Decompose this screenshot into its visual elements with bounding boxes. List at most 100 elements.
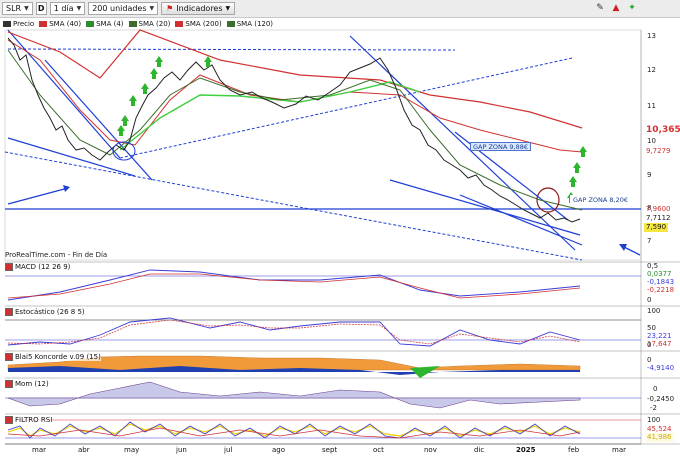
arrow-head-icon: [63, 185, 70, 192]
month-label: feb: [568, 446, 580, 454]
chart-toolbar: SLR ▼ D 1 día ▼ 200 unidades ▼ ⚑ Indicad…: [0, 0, 680, 18]
price-tick: 8: [647, 204, 652, 212]
legend-item[interactable]: SMA (20): [128, 20, 170, 28]
chevron-down-icon: ▼: [149, 5, 155, 12]
interval-selector[interactable]: 1 día ▼: [49, 2, 86, 15]
chart-type-text: D: [37, 4, 45, 13]
mom-tick: -2: [650, 404, 657, 412]
macd-tag: -0,2218: [647, 286, 675, 294]
month-label: ago: [272, 446, 286, 454]
price-tick: 9: [647, 171, 652, 179]
macd-line: [7, 269, 581, 301]
units-selector[interactable]: 200 unidades ▼: [88, 2, 159, 15]
month-label: sept: [322, 446, 338, 454]
month-label: 2025: [516, 446, 536, 454]
rsi-tick: 100: [647, 416, 661, 424]
month-label: dic: [474, 446, 485, 454]
legend-item[interactable]: SMA (120): [226, 20, 273, 28]
price-tick: 13: [647, 32, 656, 40]
stoch-tick: 100: [647, 307, 661, 315]
legend-swatch: [128, 20, 137, 27]
koncorde-area: [7, 355, 581, 371]
legend-swatch: [86, 20, 95, 27]
drawing-tool-icon[interactable]: ✎: [596, 3, 604, 13]
panel-color-swatch: [5, 308, 13, 316]
month-label: jul: [224, 446, 233, 454]
stoch-tag: 17,647: [647, 340, 672, 348]
month-label: abr: [78, 446, 90, 454]
legend-swatch: [175, 20, 184, 27]
stoch-k-line: [7, 317, 581, 347]
indicator-legend: Precio SMA (40) SMA (4) SMA (20) SMA (20…: [3, 18, 273, 29]
pointer-arrow: [7, 187, 69, 205]
trendline[interactable]: [389, 179, 581, 236]
arrow-up-icon: [121, 115, 129, 126]
legend-item[interactable]: Precio: [3, 20, 34, 28]
symbol-text: SLR: [6, 4, 22, 13]
panel-color-swatch: [5, 353, 13, 361]
arrow-up-icon: [573, 162, 581, 173]
sma-40-line: [7, 39, 583, 153]
trendline[interactable]: [7, 137, 136, 177]
price-tag-sma20: 7,9600: [646, 205, 671, 213]
macd-tick: 0: [647, 296, 652, 304]
rsi-blue-line: [7, 421, 581, 439]
macd-tick: 0,5: [647, 262, 659, 270]
legend-item[interactable]: SMA (40): [39, 20, 81, 28]
resistance-line[interactable]: [7, 48, 456, 51]
legend-swatch: [226, 20, 235, 27]
blai5-panel-label[interactable]: Blai5 Koncorde v.09 (15): [5, 353, 101, 361]
chevron-down-icon: ▼: [76, 5, 82, 12]
macd-signal-line: [7, 273, 581, 299]
price-tag-sma4: 7,7112: [646, 214, 671, 222]
sma-120-line: [119, 81, 421, 151]
units-text: 200 unidades: [92, 4, 147, 13]
gap-zone-label[interactable]: GAP ZONA 8,20€: [570, 195, 632, 204]
macd-panel-label[interactable]: MACD (12 26 9): [5, 263, 71, 271]
legend-swatch: [39, 20, 48, 27]
legend-swatch: [3, 20, 11, 27]
mom-tick: 0: [653, 385, 658, 393]
indicators-button[interactable]: ⚑ Indicadores ▼: [161, 2, 236, 15]
rsi-panel-label[interactable]: FILTRO RSI: [5, 416, 53, 424]
indicators-icon: ⚑: [166, 4, 174, 13]
price-tick: 10: [647, 137, 656, 145]
ascending-channel-line[interactable]: [119, 57, 573, 159]
trendline[interactable]: [349, 35, 576, 251]
arrow-head-icon: [619, 244, 627, 251]
arrow-up-icon: [155, 56, 163, 67]
stoch-tick: 50: [647, 324, 656, 332]
macd-tag: -0,1843: [647, 278, 675, 286]
panel-color-swatch: [5, 416, 13, 424]
rsi-tag: 45,524: [647, 425, 672, 433]
arrow-up-icon: [141, 83, 149, 94]
highlight-circle[interactable]: [536, 187, 560, 213]
panel-color-swatch: [5, 263, 13, 271]
rsi-red-line: [7, 427, 581, 439]
alert-icon[interactable]: ▲: [612, 3, 620, 13]
symbol-selector[interactable]: SLR ▼: [2, 2, 33, 15]
trendline[interactable]: [44, 59, 153, 181]
gap-zone-label[interactable]: GAP ZONA 9,88€: [470, 142, 532, 151]
legend-item[interactable]: SMA (4): [86, 20, 124, 28]
mom-panel-label[interactable]: Mom (12): [5, 380, 49, 388]
arrow-up-icon: [569, 176, 577, 187]
price-tick: 12: [647, 66, 656, 74]
highlight-circle[interactable]: [112, 141, 136, 161]
month-label: mar: [612, 446, 626, 454]
koncorde-green-area: [410, 366, 440, 378]
koncorde-blue-area: [8, 366, 580, 375]
price-tag-last: 7,590: [644, 223, 669, 232]
stoch-tick: 0: [647, 341, 652, 349]
stoch-panel-label[interactable]: Estocástico (26 8 5): [5, 308, 85, 316]
month-label: may: [124, 446, 140, 454]
descending-channel-line[interactable]: [4, 151, 583, 261]
trendline[interactable]: [459, 194, 583, 246]
arrow-up-icon: [579, 146, 587, 157]
signal-icon[interactable]: ✦: [628, 3, 636, 13]
indicators-label: Indicadores: [176, 4, 223, 13]
legend-item[interactable]: SMA (200): [175, 20, 222, 28]
data-source-label: ProRealTime.com - Fin de Día: [5, 251, 108, 259]
chart-type-badge[interactable]: D: [35, 2, 47, 15]
